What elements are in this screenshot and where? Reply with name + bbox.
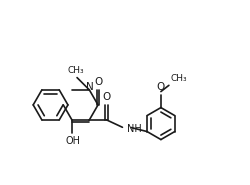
Text: OH: OH	[66, 137, 81, 147]
Text: CH₃: CH₃	[170, 74, 187, 83]
Text: N: N	[86, 82, 94, 92]
Text: O: O	[94, 77, 102, 87]
Text: NH: NH	[127, 124, 142, 134]
Text: CH₃: CH₃	[68, 66, 84, 75]
Text: O: O	[102, 92, 111, 102]
Text: O: O	[157, 82, 165, 92]
